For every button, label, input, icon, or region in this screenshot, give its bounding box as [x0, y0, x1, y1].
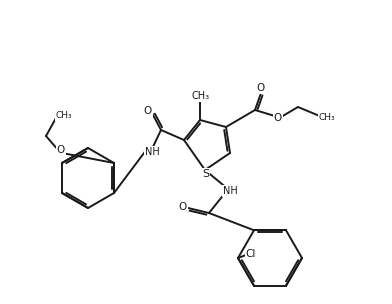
Text: CH₃: CH₃ — [56, 112, 72, 120]
Text: O: O — [179, 202, 187, 212]
Text: CH₃: CH₃ — [319, 112, 335, 122]
Text: CH₃: CH₃ — [192, 91, 210, 101]
Text: NH: NH — [145, 147, 160, 157]
Text: O: O — [57, 145, 65, 155]
Text: O: O — [144, 106, 152, 116]
Text: Cl: Cl — [246, 249, 256, 259]
Text: O: O — [274, 113, 282, 123]
Text: O: O — [257, 83, 265, 93]
Text: NH: NH — [223, 186, 238, 196]
Text: S: S — [202, 169, 210, 179]
